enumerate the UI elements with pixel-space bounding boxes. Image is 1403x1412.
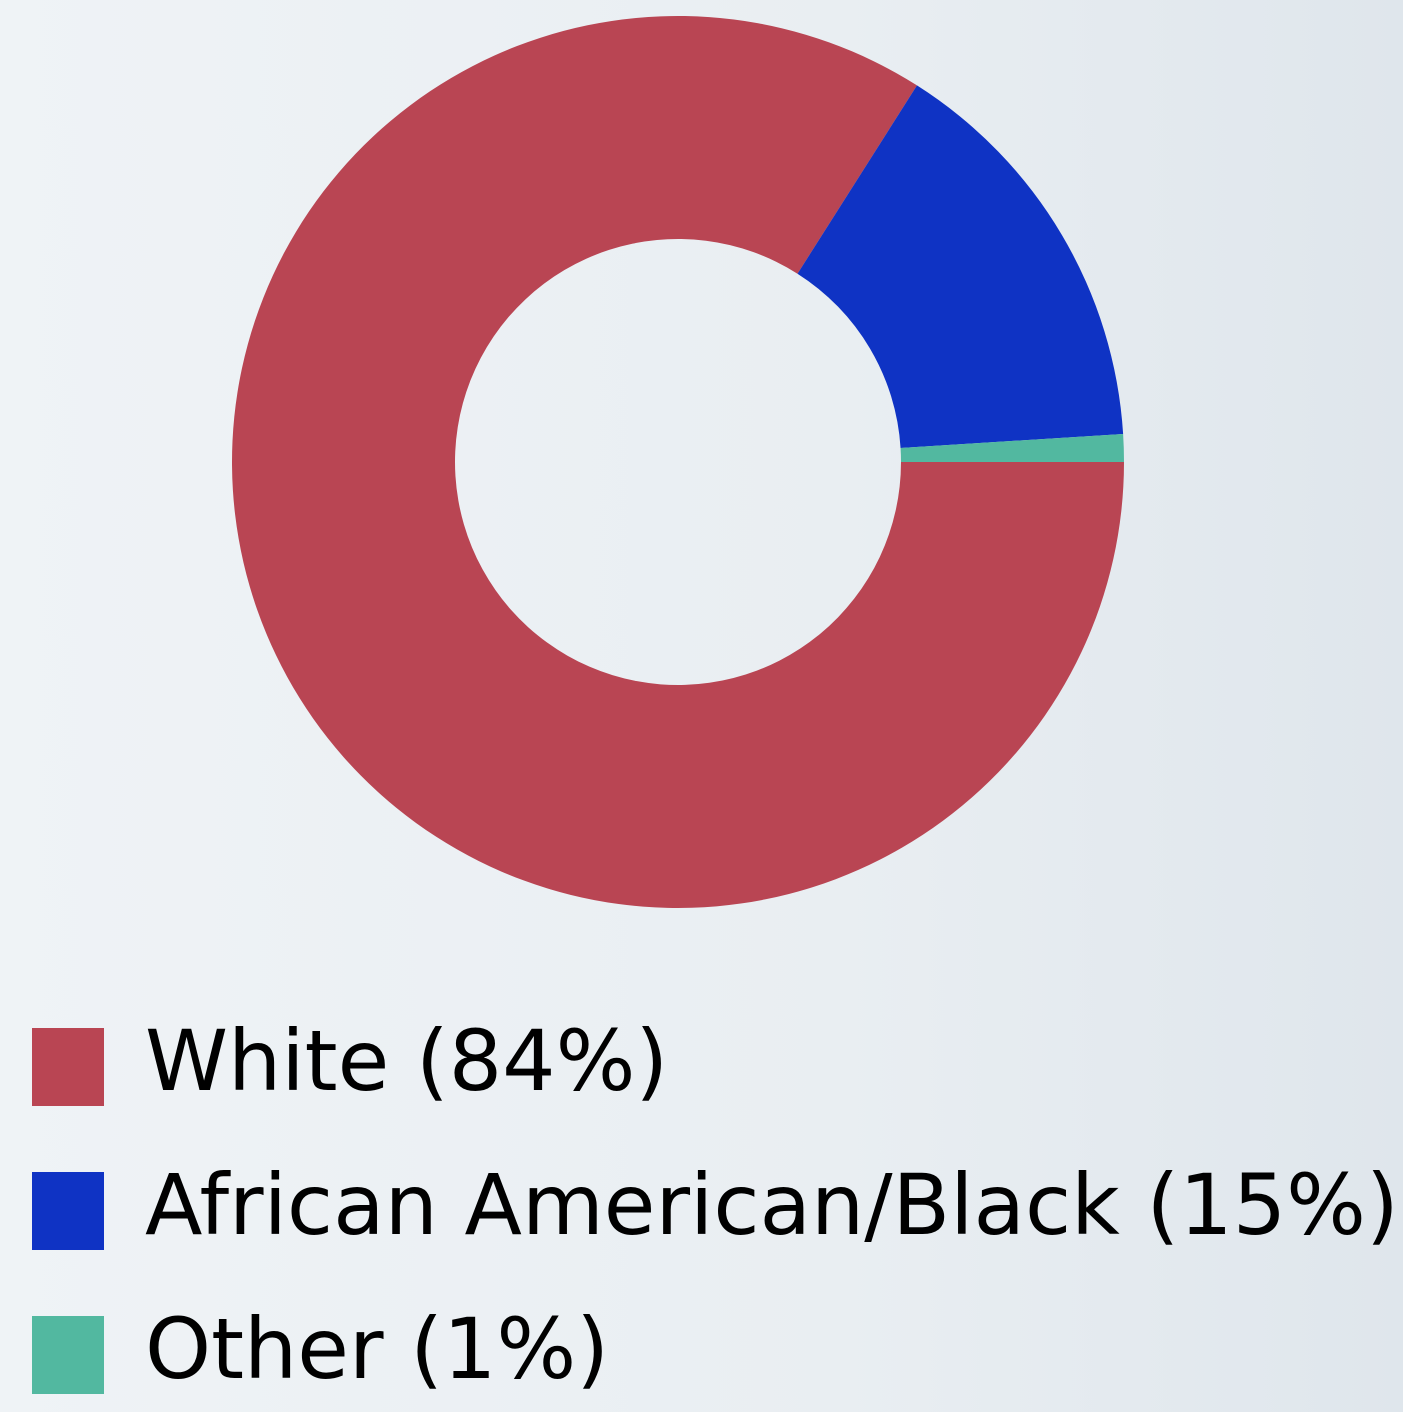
legend-swatch [32,1028,104,1106]
donut-segment [797,85,1124,448]
legend-label: Other (1%) [145,1300,609,1398]
legend-label: White (84%) [145,1012,668,1110]
legend-swatch [32,1316,104,1394]
legend-swatch [32,1172,104,1250]
legend-label: African American/Black (15%) [145,1156,1399,1254]
donut-segment [232,16,1124,909]
donut-segment [900,433,1124,462]
